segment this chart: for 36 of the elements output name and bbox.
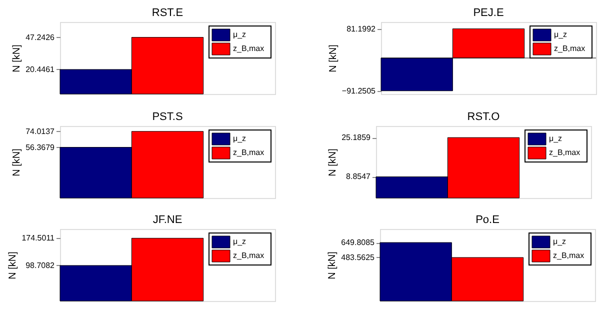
legend-label: μ_z bbox=[549, 134, 562, 143]
y-tick-label: 483.5625 bbox=[341, 252, 376, 262]
y-tick-label: −91.2505 bbox=[342, 86, 376, 96]
chart-title: JF.NE bbox=[152, 214, 182, 226]
y-tick-label: 25.1859 bbox=[342, 133, 372, 142]
y-tick-label: 56.3679 bbox=[26, 142, 56, 152]
y-tick-label: 649.8085 bbox=[341, 238, 376, 248]
legend-label: z_B,max bbox=[233, 44, 264, 53]
y-tick-label: 98.7082 bbox=[26, 260, 56, 270]
legend-label: z_B,max bbox=[554, 44, 586, 53]
legend-label: μ_z bbox=[233, 237, 246, 246]
chart-title: Po.E bbox=[476, 214, 500, 226]
y-tick-label: 20.4461 bbox=[26, 64, 56, 74]
legend-label: μ_z bbox=[554, 30, 568, 39]
y-axis-title: N [kN] bbox=[8, 251, 19, 280]
y-axis-title: N [kN] bbox=[12, 44, 23, 72]
legend-label: μ_z bbox=[553, 237, 566, 246]
chart-title: RST.O bbox=[467, 111, 500, 123]
legend-label: z_B,max bbox=[233, 251, 264, 260]
legend-label: μ_z bbox=[233, 134, 246, 143]
legend-label: z_B,max bbox=[233, 148, 264, 157]
y-axis-title: N [kN] bbox=[12, 148, 23, 176]
y-axis-title: N [kN] bbox=[328, 148, 339, 176]
y-axis-title: N [kN] bbox=[327, 251, 338, 280]
y-tick-label: 8.8547 bbox=[346, 172, 372, 182]
y-tick-label: 74.0137 bbox=[26, 126, 56, 136]
y-tick-label: 47.2426 bbox=[26, 32, 56, 42]
chart-title: RST.E bbox=[152, 7, 184, 19]
chart-title: PEJ.E bbox=[473, 7, 504, 19]
chart-title: PST.S bbox=[152, 111, 183, 123]
y-tick-label: 174.5011 bbox=[22, 234, 56, 243]
legend-label: z_B,max bbox=[553, 251, 584, 260]
y-tick-label: 81.1992 bbox=[346, 24, 376, 34]
legend-label: μ_z bbox=[233, 30, 246, 39]
y-axis-title: N [kN] bbox=[328, 44, 339, 72]
legend-label: z_B,max bbox=[549, 148, 580, 157]
